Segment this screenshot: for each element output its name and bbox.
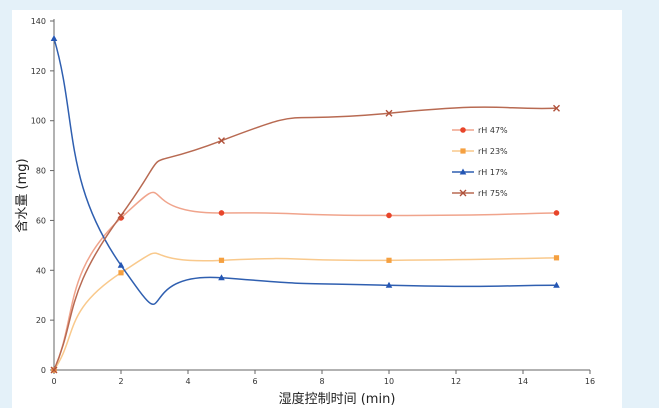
x-tick-label: 14 [518,377,528,386]
x-tick-label: 0 [51,377,56,386]
data-point-rh-17 [50,34,58,41]
x-tick-label: 10 [384,377,394,386]
data-point-rh-47 [218,210,225,216]
y-tick-label: 120 [31,67,46,76]
data-point-rh-23 [386,257,392,263]
x-tick-label: 12 [451,377,461,386]
series-line-rh-17 [53,38,557,305]
data-point-rh-47 [386,212,392,219]
y-tick-label: 80 [36,167,46,176]
data-point-rh-17 [117,261,125,268]
data-point-rh-17 [385,281,393,288]
x-tick-label: 16 [585,377,595,386]
legend-label-rh-47: rH 47% [478,126,508,135]
series-line-rh-23 [53,252,557,371]
legend-label-rh-23: rH 23% [478,147,508,156]
legend-label-rh-75: rH 75% [478,189,508,198]
x-tick-label: 2 [118,377,123,386]
y-tick-label: 40 [36,266,46,275]
plot-panel [12,10,622,408]
legend-marker-rh-47 [460,127,466,133]
data-point-rh-75 [385,109,393,117]
x-tick-label: 8 [319,377,324,386]
data-point-rh-75 [218,137,225,145]
data-point-rh-75 [553,104,560,112]
data-point-rh-75 [50,366,58,374]
y-tick-label: 140 [31,17,46,26]
x-tick-label: 4 [185,377,190,386]
data-point-rh-75 [117,211,125,219]
data-point-rh-23 [118,270,124,276]
x-axis-title: 湿度控制时间 (min) [279,391,396,407]
data-point-rh-17 [218,274,225,281]
data-point-rh-17 [553,281,560,288]
data-point-rh-47 [553,210,560,216]
data-point-rh-23 [553,255,560,261]
legend-marker-rh-23 [460,148,466,154]
x-tick-label: 6 [252,377,257,386]
y-tick-label: 100 [31,117,46,126]
y-tick-label: 20 [36,316,46,325]
legend-label-rh-17: rH 17% [478,168,508,177]
y-tick-label: 0 [41,366,46,375]
y-axis-title: 含水量 (mg) [14,158,30,232]
y-tick-label: 60 [36,216,46,225]
series-line-rh-47 [53,191,557,371]
legend-marker-rh-17 [459,168,467,175]
legend-marker-rh-75 [459,189,467,197]
data-point-rh-23 [218,257,225,263]
